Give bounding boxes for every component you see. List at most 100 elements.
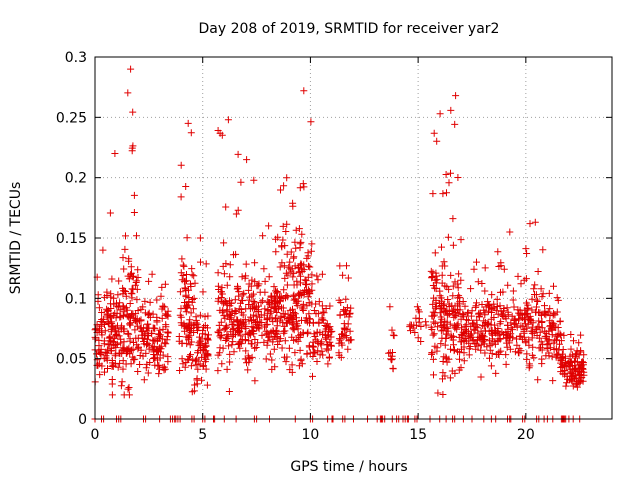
data-point [193,320,201,328]
data-point [121,245,129,253]
data-point [522,275,530,283]
data-point [524,304,532,312]
data-point [182,308,190,316]
data-point [199,330,207,338]
data-point [190,294,198,302]
data-point [335,339,343,347]
data-point [116,299,124,307]
data-point [161,310,169,318]
data-point [429,269,437,277]
data-point [485,320,493,328]
data-point [115,277,123,285]
data-point [185,332,193,340]
data-point [285,344,293,352]
data-point [437,327,445,335]
data-point [128,294,136,302]
data-point [478,334,486,342]
data-point [438,243,445,251]
data-point [539,246,547,254]
data-point [436,318,444,326]
data-point [108,275,116,283]
data-point [203,335,211,343]
data-point [451,322,459,330]
data-point [159,351,167,359]
data-point [520,333,528,341]
data-point [522,245,530,253]
data-point [473,258,480,266]
data-point [177,305,185,313]
data-point [308,271,316,279]
data-point [307,118,315,126]
data-point [326,323,334,331]
data-point [296,184,304,192]
data-point [94,297,102,305]
data-point [457,276,465,284]
data-point [120,345,128,353]
data-point [241,316,249,324]
data-point [193,376,201,384]
y-tick-label: 0.2 [65,171,87,187]
data-point [454,320,462,328]
data-point [279,222,287,230]
data-point [286,306,294,314]
data-point [131,281,139,289]
data-point [336,336,344,344]
data-point [309,372,316,380]
data-point [221,314,229,322]
data-point [294,337,302,345]
data-point [576,378,584,386]
data-point [531,291,538,298]
data-point [439,358,447,365]
data-point [429,331,437,339]
data-point [315,318,323,326]
data-point [557,337,565,345]
data-point [538,346,546,354]
data-point [177,313,185,321]
data-point [344,345,352,353]
data-point [231,307,239,315]
data-point [218,131,226,139]
data-point [183,340,191,348]
data-point [488,309,495,316]
data-point [312,300,320,308]
data-point [528,295,536,303]
data-point [464,309,471,317]
data-point [182,287,190,295]
data-point [577,331,585,339]
data-point [196,311,204,319]
data-point [440,258,448,266]
data-point [428,326,436,333]
data-point [388,352,396,360]
data-point [164,328,172,336]
data-point [106,333,114,341]
data-point [277,312,285,320]
data-point [492,369,500,377]
data-point [186,327,194,335]
data-point [290,291,298,299]
data-point [281,274,289,282]
data-point [203,381,211,389]
data-point [443,283,451,291]
data-point [291,238,299,246]
data-point [429,300,437,308]
x-tick-label: 15 [409,427,427,443]
data-point [529,343,537,351]
data-point [104,365,111,372]
data-point [310,330,318,338]
data-point [544,308,552,316]
data-point [456,306,464,314]
data-point [143,327,151,335]
data-point [579,365,587,373]
data-point [238,273,246,281]
data-point [192,316,200,324]
data-point [136,361,144,368]
data-point [524,320,532,328]
axis-ticks [94,56,612,420]
data-point [276,297,284,305]
data-point [437,340,445,348]
data-point [451,369,459,377]
data-point [128,147,136,155]
data-point [577,348,585,356]
data-point [299,307,307,314]
data-point [144,332,152,340]
